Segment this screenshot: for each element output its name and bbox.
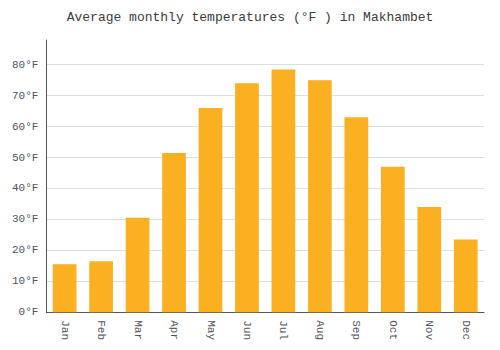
svg-text:40°F: 40°F	[12, 182, 38, 194]
svg-text:Jul: Jul	[277, 320, 289, 340]
svg-text:Nov: Nov	[423, 320, 435, 340]
svg-text:Oct: Oct	[387, 320, 399, 340]
svg-text:May: May	[205, 320, 217, 340]
svg-text:80°F: 80°F	[12, 59, 38, 71]
svg-text:50°F: 50°F	[12, 152, 38, 164]
svg-text:Jan: Jan	[59, 320, 71, 340]
svg-text:Mar: Mar	[132, 320, 144, 340]
svg-text:70°F: 70°F	[12, 90, 38, 102]
svg-text:Jun: Jun	[241, 320, 253, 340]
svg-text:Aug: Aug	[314, 320, 326, 340]
svg-text:Dec: Dec	[460, 320, 472, 340]
svg-text:60°F: 60°F	[12, 121, 38, 133]
svg-text:Average monthly temperatures (: Average monthly temperatures (°F ) in Ma…	[67, 10, 434, 25]
svg-text:Apr: Apr	[168, 320, 180, 340]
svg-text:Sep: Sep	[350, 320, 362, 340]
svg-text:20°F: 20°F	[12, 244, 38, 256]
svg-text:0°F: 0°F	[19, 306, 39, 318]
svg-text:10°F: 10°F	[12, 275, 38, 287]
svg-text:Feb: Feb	[95, 320, 107, 340]
svg-text:30°F: 30°F	[12, 213, 38, 225]
